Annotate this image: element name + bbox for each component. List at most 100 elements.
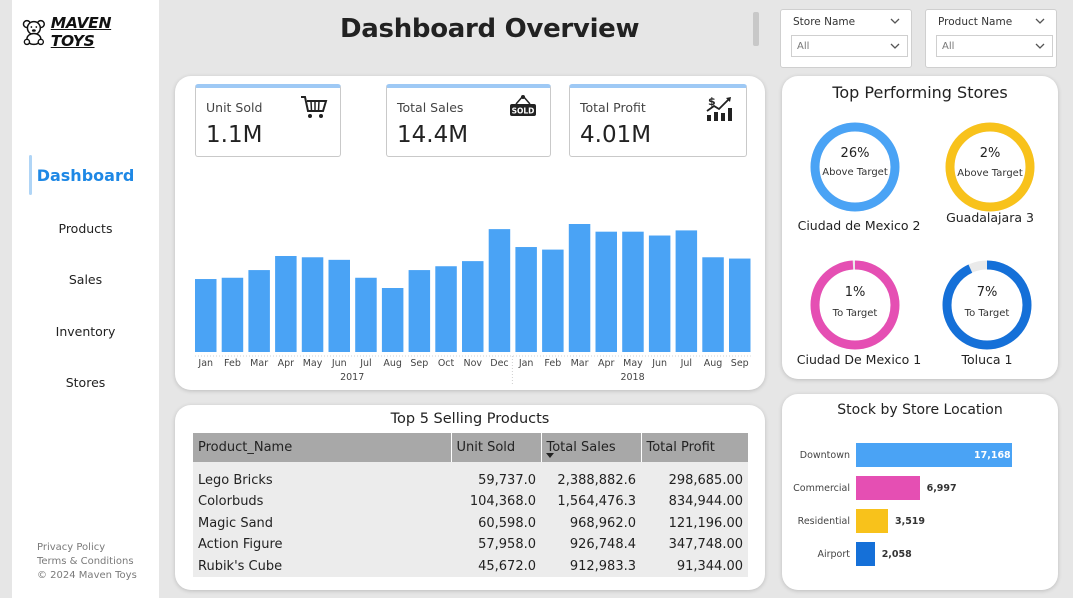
nav-item-sales[interactable]: Sales [68,272,103,287]
shopping-cart-icon [301,96,328,118]
store-ring-ciudad-de-mexico-1[interactable]: 1% To Target [808,258,902,352]
bar-10[interactable] [462,261,484,352]
store-name-slicer[interactable]: Store Name All [780,9,912,68]
stock-label: Residential [797,516,850,527]
privacy-policy-link[interactable]: Privacy Policy [37,542,106,553]
store-name-dropdown[interactable]: All [791,35,908,57]
bar-20[interactable] [729,258,751,352]
x-tick-label: Mar [250,358,268,369]
x-tick-label: Jun [651,358,667,369]
column-header-label: Total Sales [546,440,616,455]
table-row[interactable]: Colorbuds 104,368.0 1,564,476.3 834,944.… [193,491,748,513]
chevron-down-icon[interactable] [889,40,901,52]
chevron-down-icon[interactable] [889,16,901,26]
x-tick-label: Aug [704,358,723,369]
slicer-value: All [797,41,810,52]
bar-17[interactable] [648,235,671,352]
kpi-label: Unit Sold [206,100,263,115]
bar-5[interactable] [328,259,351,352]
table-row[interactable]: Rubik's Cube 45,672.0 912,983.3 91,344.0… [193,555,748,577]
stock-bar[interactable] [856,509,888,533]
bar-4[interactable] [301,257,324,352]
bar-7[interactable] [381,288,404,352]
chevron-down-icon[interactable] [1034,16,1046,26]
cell-product-name: Action Figure [193,534,451,556]
bar-8[interactable] [408,270,431,352]
bar-14[interactable] [568,224,591,352]
nav-item-inventory[interactable]: Inventory [55,324,116,339]
store-ring-guadalajara-3[interactable]: 2% Above Target [943,120,1037,214]
bar-19[interactable] [702,257,724,352]
ring-status: To Target [964,308,1010,319]
header-scroll-handle[interactable] [753,12,759,46]
ring-status: Above Target [957,168,1023,179]
bar-6[interactable] [355,277,377,352]
nav-item-products[interactable]: Products [58,221,113,236]
column-header-product-name[interactable]: Product_Name [193,433,452,462]
column-header-unit-sold[interactable]: Unit Sold [451,433,542,462]
x-tick-label: Jul [359,358,371,369]
bar-12[interactable] [515,247,537,352]
chevron-down-icon[interactable] [1034,40,1046,52]
bar-2[interactable] [248,270,270,352]
ring-fill [945,122,1035,212]
bar-9[interactable] [435,266,457,352]
ring-percentage: 7% [976,285,998,300]
profit-chart-icon: $ [706,95,732,121]
x-tick-label: Jun [331,358,347,369]
cell-unit-sold: 57,958.0 [451,534,541,556]
stock-bar[interactable] [856,476,920,500]
sort-descending-icon [545,453,554,458]
product-name-dropdown[interactable]: All [936,35,1053,57]
terms-link[interactable]: Terms & Conditions [37,556,134,567]
stock-bar[interactable] [856,443,1012,467]
brand-logo[interactable]: MAVEN TOYS [20,14,159,50]
table-row[interactable]: Magic Sand 60,598.0 968,962.0 121,196.00 [193,512,748,534]
store-ring-ciudad-de-mexico-2[interactable]: 26% Above Target [808,120,902,214]
cell-product-name: Magic Sand [193,512,451,534]
bar-18[interactable] [675,230,698,352]
table-row[interactable]: Lego Bricks 59,737.0 2,388,882.6 298,685… [193,462,748,491]
store-ring-toluca-1[interactable]: 7% To Target [940,258,1034,352]
stock-value: 3,519 [894,516,926,527]
ring-status: To Target [832,308,878,319]
store-name-label: Ciudad De Mexico 1 [796,352,922,367]
cell-total-profit: 347,748.00 [641,534,748,556]
top-products-table: Product_Name Unit Sold Total Sales Total… [193,433,748,577]
table-row[interactable]: Action Figure 57,958.0 926,748.4 347,748… [193,534,748,556]
cell-total-sales: 968,962.0 [541,512,641,534]
bar-13[interactable] [542,249,564,352]
product-name-slicer[interactable]: Product Name All [925,9,1057,68]
x-tick-label: Apr [598,358,615,369]
bar-1[interactable] [221,277,244,352]
progress-ring [810,260,900,350]
bar-11[interactable] [488,229,511,352]
nav-item-dashboard[interactable]: Dashboard [36,166,135,185]
kpi-total-profit: Total Profit 4.01M $ [569,84,747,157]
bar-3[interactable] [275,256,297,352]
brand-name: MAVEN TOYS [50,14,112,50]
ring-fill [810,260,900,350]
stock-by-location-card [782,394,1058,590]
x-group-label: 2017 [340,372,364,383]
bar-16[interactable] [622,231,644,352]
column-header-total-sales[interactable]: Total Sales [541,433,642,462]
copyright-text: © 2024 Maven Toys [37,570,137,581]
stock-bar[interactable] [856,542,875,566]
nav-item-stores[interactable]: Stores [65,375,106,390]
x-tick-label: Jan [518,358,534,369]
cell-unit-sold: 59,737.0 [451,462,541,491]
bar-0[interactable] [195,279,217,352]
column-header-total-profit[interactable]: Total Profit [641,433,748,462]
x-tick-label: Jan [197,358,213,369]
cell-total-sales: 1,564,476.3 [541,491,641,513]
bar-15[interactable] [595,231,618,352]
ring-status: Above Target [822,167,888,178]
cell-unit-sold: 45,672.0 [451,555,541,577]
stock-label: Airport [817,549,850,560]
cell-total-profit: 298,685.00 [641,462,748,491]
slicer-title: Product Name [938,16,1013,28]
progress-ring [810,122,900,212]
kpi-value: 14.4M [397,122,469,148]
cell-total-profit: 834,944.00 [641,491,748,513]
